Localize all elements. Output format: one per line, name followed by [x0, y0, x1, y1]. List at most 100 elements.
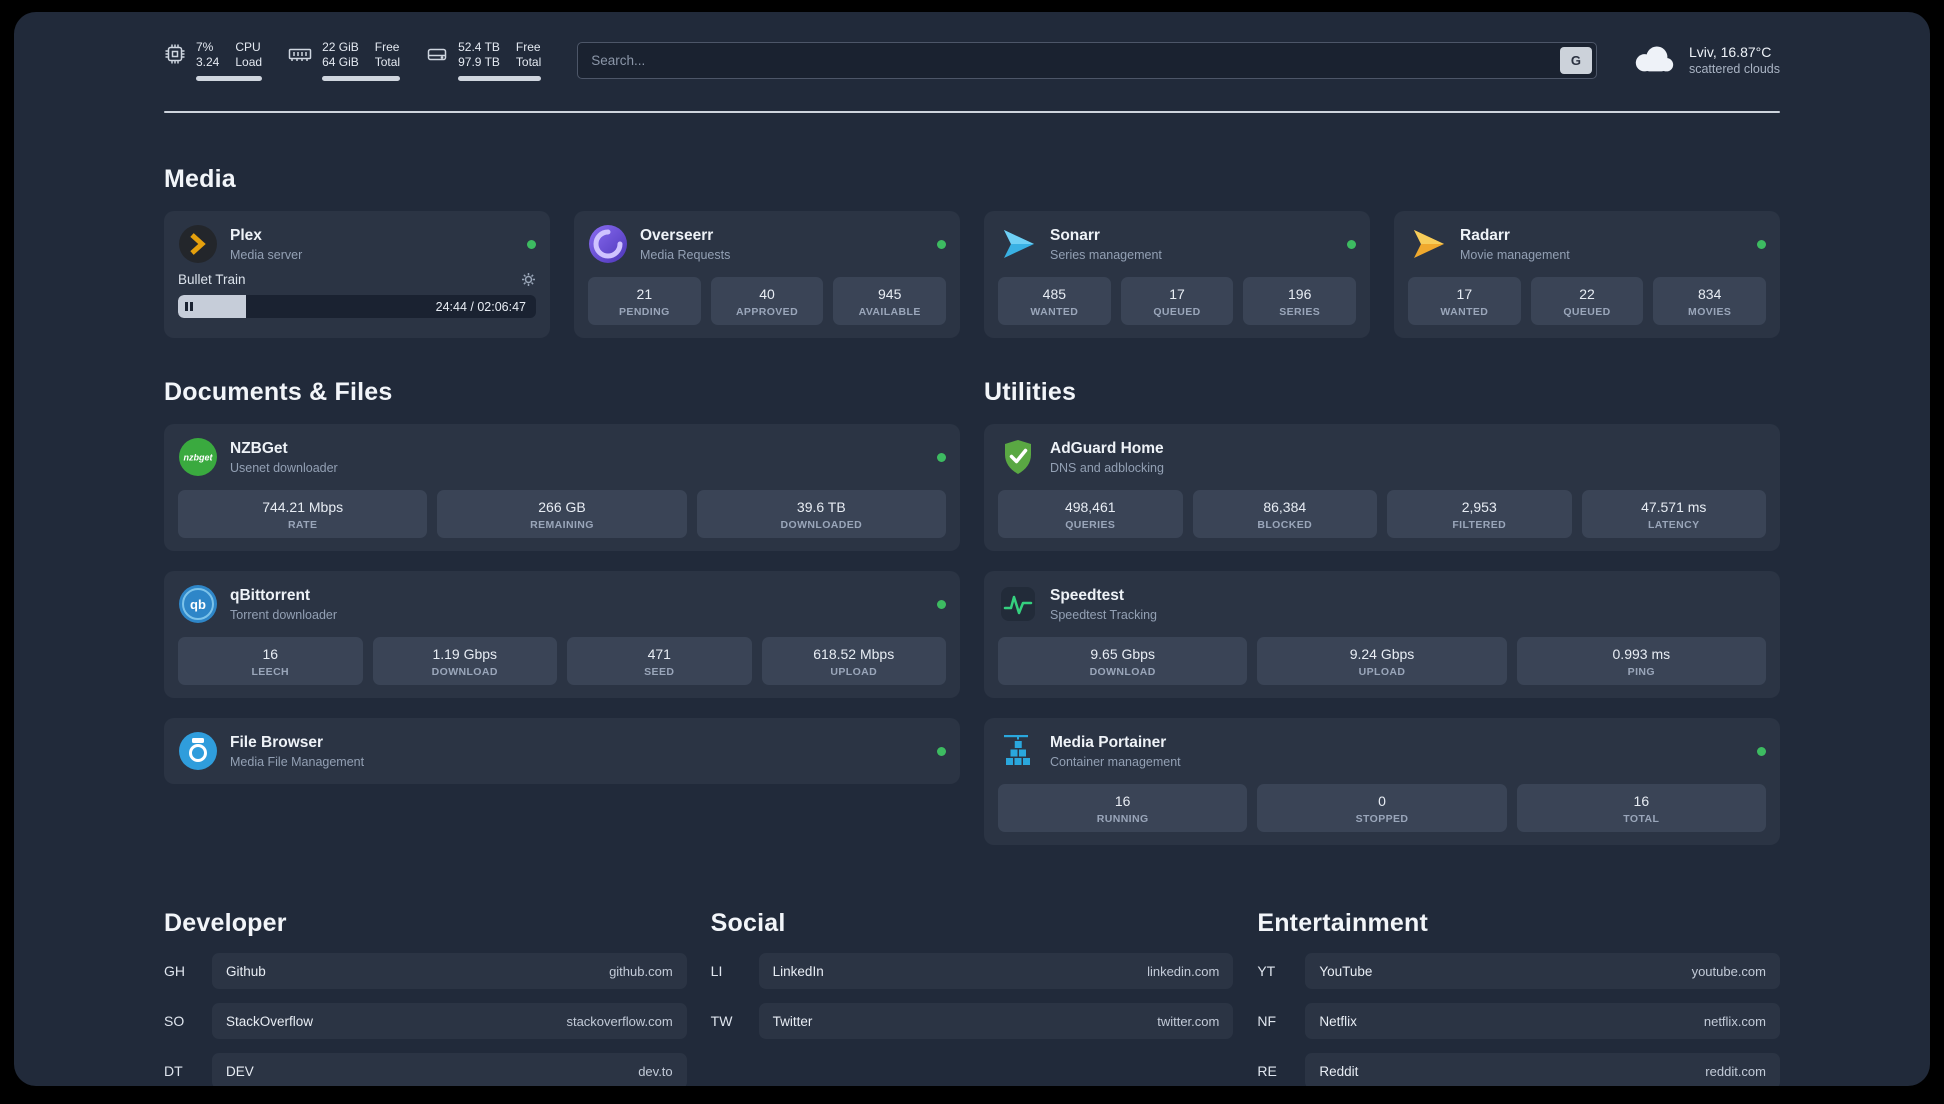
- stat-tile: 17 WANTED: [1408, 277, 1521, 325]
- section-title-entertainment: Entertainment: [1257, 909, 1429, 937]
- search-bar: G: [577, 42, 1597, 79]
- gear-icon[interactable]: [521, 272, 536, 287]
- stat-tile: 22 QUEUED: [1530, 277, 1644, 325]
- stat-label: PING: [1627, 666, 1655, 678]
- link-abbr: DT: [164, 1063, 183, 1079]
- utilities-section: Utilities AdGuard Home DNS and a: [984, 378, 1780, 845]
- stat-tile: 9.24 Gbps UPLOAD: [1257, 637, 1507, 685]
- radarr-icon: [1408, 224, 1448, 264]
- link-row: GH Github github.com: [164, 953, 687, 989]
- stat-value: 9.65 Gbps: [1090, 646, 1155, 662]
- stat-value: 17: [1456, 286, 1473, 302]
- stat-tile: 39.6 TB DOWNLOADED: [696, 490, 946, 538]
- link-row: TW Twitter twitter.com: [711, 1003, 1234, 1039]
- status-dot: [1757, 239, 1766, 249]
- app-name: NZBGet: [230, 440, 288, 457]
- link-reddit[interactable]: Reddit reddit.com: [1305, 1053, 1780, 1086]
- status-dot: [1757, 746, 1766, 756]
- app-subtitle: Movie management: [1460, 248, 1570, 262]
- stat-tile: 2,953 FILTERED: [1387, 490, 1572, 538]
- pause-icon[interactable]: [185, 302, 193, 311]
- stat-tile: 47.571 ms LATENCY: [1581, 490, 1766, 538]
- player-progress: [178, 295, 247, 318]
- app-card-filebrowser[interactable]: File Browser Media File Management: [164, 718, 960, 784]
- stat-tile: 744.21 Mbps RATE: [178, 490, 428, 538]
- stat-tile: 86,384 BLOCKED: [1192, 490, 1377, 538]
- disk-icon: [426, 43, 448, 81]
- section-title-media: Media: [164, 165, 236, 193]
- disk-metric: 52.4 TB 97.9 TB Free Total: [426, 40, 542, 81]
- speedtest-icon: [998, 584, 1038, 624]
- weather-location: Lviv, 16.87°C: [1688, 44, 1772, 60]
- documents-section: Documents & Files nzbget NZBGet U: [164, 378, 960, 784]
- divider: [164, 111, 1780, 113]
- link-github[interactable]: Github github.com: [212, 953, 687, 989]
- link-netflix[interactable]: Netflix netflix.com: [1305, 1003, 1780, 1039]
- stat-value: 1.19 Gbps: [432, 646, 498, 662]
- stat-label: AVAILABLE: [858, 306, 921, 318]
- stat-tile: 471 SEED: [567, 637, 752, 685]
- app-name: File Browser: [230, 734, 324, 751]
- link-twitter[interactable]: Twitter twitter.com: [758, 1003, 1234, 1039]
- app-card-overseerr[interactable]: Overseerr Media Requests 21 PENDING 40 A…: [574, 211, 960, 338]
- stat-tile: 16 TOTAL: [1516, 784, 1766, 832]
- stat-label: DOWNLOADED: [780, 519, 863, 531]
- search-shortcut-button[interactable]: G: [1559, 47, 1592, 74]
- app-name: Media Portainer: [1050, 734, 1167, 751]
- media-section: Media Plex Media server: [164, 165, 1780, 338]
- nzbget-icon: nzbget: [178, 437, 218, 477]
- app-card-speedtest[interactable]: Speedtest Speedtest Tracking 9.65 Gbps D…: [984, 571, 1780, 698]
- stat-value: 196: [1288, 286, 1312, 302]
- app-card-sonarr[interactable]: Sonarr Series management 485 WANTED 17 Q…: [984, 211, 1370, 338]
- stat-value: 40: [759, 286, 775, 302]
- app-card-plex[interactable]: Plex Media server Bullet Train: [164, 211, 550, 338]
- link-dev[interactable]: DEV dev.to: [212, 1053, 687, 1086]
- app-card-nzbget[interactable]: nzbget NZBGet Usenet downloader 744.21 M…: [164, 424, 960, 551]
- stat-value: 618.52 Mbps: [813, 646, 895, 662]
- memory-total-value: 64 GiB: [322, 55, 359, 69]
- sonarr-icon: [998, 224, 1038, 264]
- link-abbr: GH: [164, 963, 185, 979]
- app-card-qbittorrent[interactable]: qb qBittorrent Torrent downloader 16 LEE…: [164, 571, 960, 698]
- stat-label: QUERIES: [1065, 519, 1116, 531]
- stat-tile: 21 PENDING: [588, 277, 701, 325]
- player-time: 24:44 / 02:06:47: [435, 299, 526, 314]
- stat-label: RATE: [287, 519, 318, 531]
- app-card-adguard[interactable]: AdGuard Home DNS and adblocking 498,461 …: [984, 424, 1780, 551]
- stat-label: FILTERED: [1452, 519, 1507, 531]
- stat-tile: 17 QUEUED: [1120, 277, 1234, 325]
- plex-player-bar[interactable]: 24:44 / 02:06:47: [178, 295, 536, 318]
- entertainment-links-section: Entertainment YT YouTube youtube.com NF …: [1257, 909, 1780, 1086]
- app-subtitle: Media File Management: [230, 755, 365, 769]
- stat-tile: 266 GB REMAINING: [437, 490, 687, 538]
- stat-value: 2,953: [1461, 499, 1497, 515]
- link-row: NF Netflix netflix.com: [1257, 1003, 1780, 1039]
- app-card-radarr[interactable]: Radarr Movie management 17 WANTED 22 QUE…: [1394, 211, 1780, 338]
- qbittorrent-icon: qb: [178, 584, 218, 624]
- link-linkedin[interactable]: LinkedIn linkedin.com: [758, 953, 1234, 989]
- link-youtube[interactable]: YouTube youtube.com: [1305, 953, 1780, 989]
- stat-value: 16: [1633, 793, 1650, 809]
- stat-label: WANTED: [1030, 306, 1079, 318]
- app-name: AdGuard Home: [1050, 440, 1164, 457]
- app-subtitle: DNS and adblocking: [1050, 461, 1164, 475]
- weather-widget: Lviv, 16.87°C scattered clouds: [1631, 42, 1780, 79]
- stat-label: REMAINING: [530, 519, 594, 531]
- stat-tile: 196 SERIES: [1243, 277, 1357, 325]
- memory-total-label: Total: [374, 55, 401, 69]
- stat-value: 0.993 ms: [1612, 646, 1671, 662]
- stat-label: BLOCKED: [1257, 519, 1313, 531]
- disk-total-label: Total: [515, 55, 542, 69]
- filebrowser-icon: [178, 731, 218, 771]
- cpu-label: CPU: [235, 40, 261, 54]
- stat-value: 744.21 Mbps: [262, 499, 344, 515]
- app-card-portainer[interactable]: Media Portainer Container management 16 …: [984, 718, 1780, 845]
- search-input[interactable]: [577, 42, 1597, 79]
- stat-tile: 16 LEECH: [178, 637, 363, 685]
- link-stackoverflow[interactable]: StackOverflow stackoverflow.com: [212, 1003, 687, 1039]
- stat-value: 47.571 ms: [1641, 499, 1707, 515]
- link-abbr: TW: [710, 1013, 733, 1029]
- stat-value: 16: [1114, 793, 1131, 809]
- stat-value: 498,461: [1064, 499, 1116, 515]
